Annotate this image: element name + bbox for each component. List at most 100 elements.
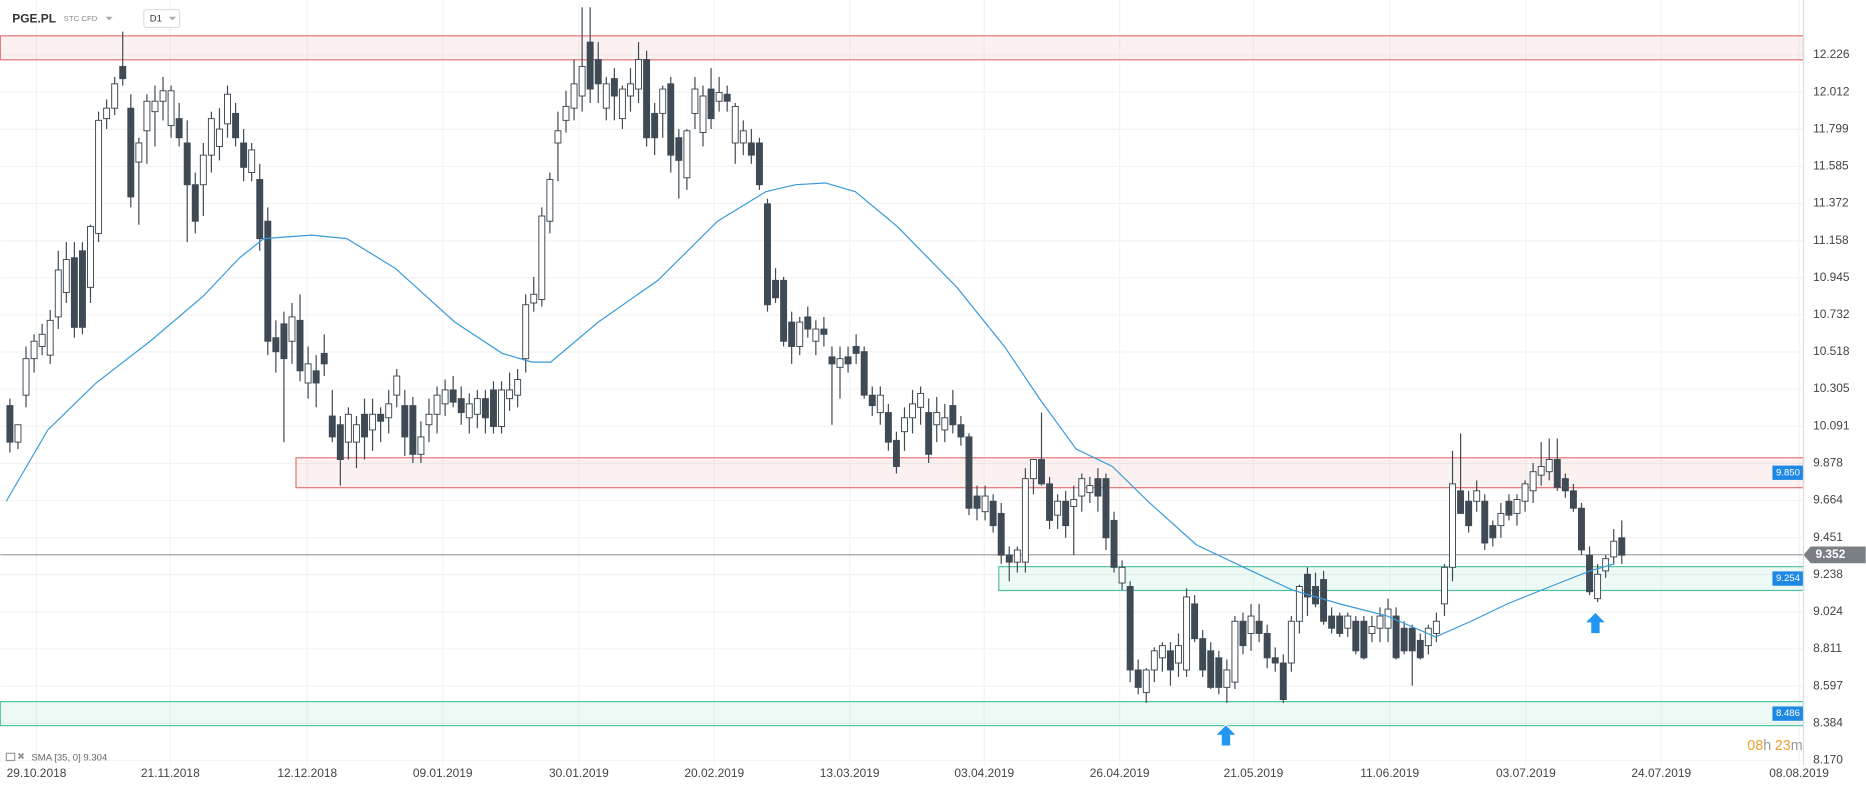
candle-body [272,337,280,353]
candle-body [1287,620,1295,664]
candle-body [772,279,780,299]
x-tick-label: 26.04.2019 [1090,766,1150,780]
candle-body [981,495,989,513]
candle-body [159,90,167,102]
candle-body [820,328,828,335]
indicator-icon[interactable] [5,752,16,762]
candle-body [683,130,691,179]
candle-body [643,59,651,139]
candle-body [1529,471,1537,492]
candle-body [1199,638,1207,671]
zone [0,701,1805,727]
y-tick-label: 10.518 [1813,344,1850,358]
candle-body [135,142,143,163]
candle-body [215,128,223,147]
candle-body [699,95,707,134]
candle-body [1578,507,1585,551]
countdown-m: m [1791,738,1803,754]
interval-select[interactable] [143,8,181,29]
candle-body [586,41,594,90]
zone [0,35,1805,61]
candle-body [1440,566,1448,605]
candle-body [62,259,70,294]
candle-body [901,417,908,433]
candle-body [1239,620,1247,647]
candle-body [465,403,473,419]
candle-body [909,403,917,419]
interval[interactable]: D1 [150,14,162,25]
candle-body [707,88,715,120]
candle-body [1449,483,1456,568]
zone-label-box [1772,465,1804,480]
candle-body [860,351,868,396]
candle-body [1505,500,1513,516]
candle-body [1134,669,1142,688]
candle-body [14,424,22,443]
candle-body [997,512,1005,556]
candle-body [747,142,755,156]
y-tick-label: 9.451 [1813,530,1843,544]
candle-body [344,413,352,443]
symbol[interactable]: PGE.PL [12,11,56,25]
y-tick-label: 10.732 [1813,307,1850,321]
candle-body [1054,500,1062,516]
candle-body [1553,459,1561,488]
candle-body [1013,549,1021,563]
candle-body [1255,620,1263,634]
candle-body [1312,586,1319,605]
candle-body [1602,558,1610,572]
candle-body [1142,669,1150,694]
candle-body [127,107,135,198]
candle-body [1408,627,1416,652]
candle-body [812,328,820,342]
candle-body [667,83,675,156]
candle-body [691,88,699,114]
candle-body [1328,615,1336,629]
candle-body [1513,499,1521,514]
x-tick-label: 11.06.2019 [1360,766,1419,780]
candle-body [288,316,296,342]
y-tick-label: 11.372 [1813,196,1849,210]
zones [0,35,1805,727]
candle-body [731,105,739,144]
candle-body [377,413,385,422]
candle-body [1586,554,1593,593]
countdown-minutes: 23 [1775,738,1791,754]
candle-body [627,83,634,97]
candle-body [95,119,103,234]
y-tick-label: 8.170 [1813,753,1843,767]
candle-body [1594,573,1602,600]
candle-body [973,495,981,509]
candle-body [1473,490,1481,502]
candle-body [1231,620,1239,683]
candle-body [207,118,215,156]
candle-body [554,130,562,144]
dropdown-icon[interactable] [168,16,177,21]
candle-body [417,436,425,455]
candle-body [723,93,731,102]
candle-body [562,105,570,121]
axes: 12.226 12.012 11.799 11.585 11.372 11.158 10.9… [7,47,1866,780]
candle-body [1247,615,1255,634]
up-arrow [1213,723,1239,747]
candle-body [1368,626,1376,634]
candle-body [320,352,328,365]
candle-body [425,413,433,426]
candle-body [1263,632,1271,659]
zone-label: 8.486 [1776,708,1800,719]
candle-body [852,345,860,354]
candle-body [1102,478,1110,539]
candle-body [917,392,925,408]
candle-body [1432,620,1440,634]
close-icon[interactable]: ✖ [17,751,25,762]
candle-body [1158,645,1166,659]
up-arrow [1583,611,1608,635]
candle-body [602,83,610,109]
candle-body [892,439,900,467]
zone-label-box [1772,571,1804,586]
candle-body [111,83,119,109]
dropdown-icon[interactable] [105,16,113,21]
candle-body [1183,596,1191,671]
candle-body [530,293,538,304]
